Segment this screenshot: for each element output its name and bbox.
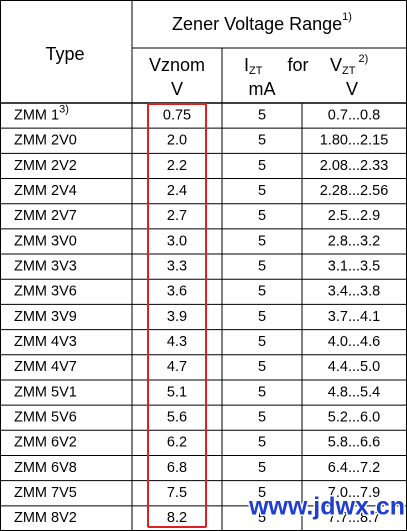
cell: 5 — [258, 133, 266, 149]
cell: 4.4...5.0 — [328, 359, 380, 375]
cell: 5 — [258, 410, 266, 426]
cell: 5.2...6.0 — [328, 410, 380, 426]
header-type: Type — [45, 44, 84, 64]
cell: 2.8...3.2 — [328, 233, 380, 249]
cell: 5 — [258, 485, 266, 501]
cell: 3.7...4.1 — [328, 309, 380, 325]
table-body: ZMM 13) 0.75 5 0.7...0.8 ZMM 2V0 2.0 5 1.80...2… — [0, 103, 407, 526]
cell: 5 — [258, 233, 266, 249]
header-izt: IZT — [244, 55, 263, 77]
cell: ZMM 8V2 — [14, 510, 77, 526]
cell: 7.0...7.9 — [328, 485, 380, 501]
header-izt-unit: mA — [249, 79, 276, 99]
cell: 0.75 — [163, 107, 191, 123]
cell-note: 3) — [59, 103, 69, 115]
cell: ZMM 5V1 — [14, 384, 77, 400]
cell: 5.1 — [167, 384, 187, 400]
header-for: for — [287, 55, 308, 75]
cell: 6.2 — [167, 435, 187, 451]
cell: 3.0 — [167, 233, 187, 249]
cell: ZMM 3V6 — [14, 284, 77, 300]
cell: 7.5 — [167, 485, 187, 501]
cell: 5 — [258, 460, 266, 476]
cell: 2.08...2.33 — [320, 158, 389, 174]
cell: 5.6 — [167, 410, 187, 426]
cell: 4.0...4.6 — [328, 334, 380, 350]
cell: 4.3 — [167, 334, 187, 350]
cell: 3.6 — [167, 284, 187, 300]
cell: 8.2 — [167, 510, 187, 526]
cell: 2.0 — [167, 133, 187, 149]
header-vznom-unit: V — [171, 79, 183, 99]
cell-type-text: ZMM 1 — [14, 107, 59, 123]
cell: 4.8...5.4 — [328, 384, 380, 400]
cell: ZMM 7V5 — [14, 485, 77, 501]
cell: 6.8 — [167, 460, 187, 476]
cell: 5.8...6.6 — [328, 435, 380, 451]
cell: 5 — [258, 183, 266, 199]
cell: 5 — [258, 359, 266, 375]
cell: 5 — [258, 158, 266, 174]
cell: ZMM 2V7 — [14, 208, 77, 224]
cell: 5 — [258, 258, 266, 274]
cell: 4.7 — [167, 359, 187, 375]
cell: ZMM 2V4 — [14, 183, 77, 199]
cell: 5 — [258, 384, 266, 400]
cell: 2.4 — [167, 183, 187, 199]
cell: ZMM 5V6 — [14, 410, 77, 426]
header-vzt: VZT2) — [330, 53, 368, 77]
cell: 5 — [258, 309, 266, 325]
cell: ZMM 2V0 — [14, 133, 77, 149]
cell: ZMM 3V9 — [14, 309, 77, 325]
cell-type: ZMM 13) — [14, 103, 69, 123]
cell: ZMM 3V0 — [14, 233, 77, 249]
cell: ZMM 6V8 — [14, 460, 77, 476]
cell: ZMM 4V7 — [14, 359, 77, 375]
watermark: www.jdwx.cn — [248, 493, 405, 521]
cell: 2.2 — [167, 158, 187, 174]
cell: 5 — [258, 435, 266, 451]
cell: 0.7...0.8 — [328, 107, 380, 123]
cell: 5 — [258, 107, 266, 123]
cell: 2.5...2.9 — [328, 208, 380, 224]
cell: 2.7 — [167, 208, 187, 224]
cell: 2.28...2.56 — [320, 183, 389, 199]
cell: ZMM 3V3 — [14, 258, 77, 274]
cell: 3.3 — [167, 258, 187, 274]
header-vznom: Vznom — [149, 55, 205, 75]
cell: 5 — [258, 510, 266, 526]
header-title: Zener Voltage Range1) — [172, 11, 352, 34]
cell: 5 — [258, 284, 266, 300]
cell: 3.9 — [167, 309, 187, 325]
cell: 3.4...3.8 — [328, 284, 380, 300]
cell: 5 — [258, 334, 266, 350]
cell: 1.80...2.15 — [320, 133, 389, 149]
highlight-box — [147, 103, 207, 528]
cell: 6.4...7.2 — [328, 460, 380, 476]
header-vzt-unit: V — [346, 79, 358, 99]
cell: 3.1...3.5 — [328, 258, 380, 274]
cell: 7.7...8.7 — [328, 510, 380, 526]
cell: ZMM 6V2 — [14, 435, 77, 451]
cell: ZMM 2V2 — [14, 158, 77, 174]
cell: ZMM 4V3 — [14, 334, 77, 350]
cell: 5 — [258, 208, 266, 224]
